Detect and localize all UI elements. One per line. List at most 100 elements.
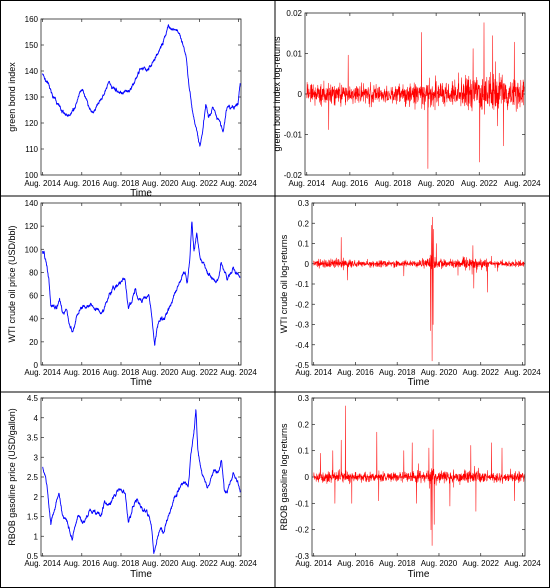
- x-axis-label: Time: [130, 188, 152, 199]
- y-axis-label: green bond index log-returns: [272, 36, 282, 152]
- x-tick-label: Aug. 2022: [181, 368, 218, 377]
- y-tick-label: 2: [34, 493, 39, 502]
- y-tick-label: 120: [25, 119, 39, 128]
- y-tick-label: 150: [25, 41, 39, 50]
- y-tick-label: 0.2: [298, 420, 310, 429]
- y-tick-label: 120: [25, 222, 39, 231]
- x-tick-label: Aug. 2024: [220, 179, 257, 188]
- x-tick-label: Aug. 2020: [142, 179, 179, 188]
- x-tick-label: Aug. 2020: [142, 368, 179, 377]
- y-tick-label: -0.02: [284, 171, 303, 180]
- y-tick-label: 0.01: [286, 50, 302, 59]
- x-tick-label: Aug. 2014: [24, 368, 61, 377]
- panel-green-bond-log-returns: -0.02 -0.01 0 0.01 0.02 Aug. 2014 Aug. 2016 Aug…: [272, 9, 541, 188]
- y-tick-label: 0: [298, 90, 303, 99]
- y-tick-label: 0.1: [298, 240, 310, 249]
- plot-area: [311, 202, 526, 366]
- x-tick-label: Aug. 2014: [24, 559, 61, 568]
- y-tick-label: -0.1: [295, 499, 309, 508]
- x-tick-label: Aug. 2018: [375, 179, 412, 188]
- x-tick-label: Aug. 2016: [64, 179, 101, 188]
- y-tick-label: 80: [29, 268, 38, 277]
- y-tick-label: 20: [29, 338, 38, 347]
- x-tick-label: Aug. 2024: [220, 368, 257, 377]
- y-tick-label: 1.5: [27, 513, 39, 522]
- y-tick-label: 160: [25, 15, 39, 24]
- y-tick-label: 100: [25, 245, 39, 254]
- x-axis-label: Time: [408, 569, 430, 580]
- plot-area: [40, 202, 242, 366]
- x-tick-label: Aug. 2022: [461, 179, 498, 188]
- x-axis-label: Time: [408, 377, 430, 388]
- series-line: [313, 216, 525, 362]
- x-tick-label: Aug. 2022: [462, 368, 499, 377]
- series-line: [42, 221, 241, 346]
- series-line: [42, 24, 241, 147]
- x-tick-label: Aug. 2024: [504, 368, 541, 377]
- x-tick-label: Aug. 2024: [504, 559, 541, 568]
- y-axis-label: WTI crude oil price (USD/bbl): [7, 225, 17, 342]
- y-tick-label: 0.5: [27, 552, 39, 561]
- x-tick-label: Aug. 2016: [337, 368, 374, 377]
- y-tick-label: 0.2: [298, 219, 310, 228]
- y-tick-label: 0.02: [286, 9, 302, 18]
- x-tick-label: Aug. 2016: [64, 368, 101, 377]
- x-tick-label: Aug. 2020: [142, 559, 179, 568]
- x-tick-label: Aug. 2014: [24, 179, 61, 188]
- x-tick-label: Aug. 2018: [103, 559, 140, 568]
- y-tick-label: -0.2: [295, 526, 309, 535]
- x-tick-label: Aug. 2018: [103, 179, 140, 188]
- y-tick-label: 100: [25, 171, 39, 180]
- x-tick-label: Aug. 2020: [421, 559, 458, 568]
- series-line: [42, 409, 241, 554]
- x-tick-label: Aug. 2016: [64, 559, 101, 568]
- y-tick-label: 2.5: [27, 473, 39, 482]
- y-tick-label: -0.2: [295, 300, 309, 309]
- y-tick-label: -0.01: [284, 131, 303, 140]
- y-tick-label: -0.1: [295, 280, 309, 289]
- y-tick-label: 0.3: [298, 199, 310, 208]
- x-tick-label: Aug. 2022: [181, 179, 218, 188]
- x-tick-label: Aug. 2020: [421, 368, 458, 377]
- y-tick-label: 110: [25, 145, 38, 154]
- y-tick-label: 140: [25, 199, 39, 208]
- y-tick-label: -0.3: [295, 321, 309, 330]
- x-tick-label: Aug. 2022: [181, 559, 218, 568]
- y-tick-label: 4.5: [27, 394, 39, 403]
- y-tick-label: 0: [34, 361, 39, 370]
- x-tick-label: Aug. 2016: [332, 179, 369, 188]
- y-axis-label: WTI crude oil log-returns: [279, 234, 289, 333]
- series-line: [306, 22, 525, 169]
- y-tick-label: 40: [29, 315, 38, 324]
- y-tick-label: 130: [25, 93, 39, 102]
- x-tick-label: Aug. 2014: [295, 559, 332, 568]
- y-tick-label: 4: [34, 414, 39, 423]
- y-tick-label: 3: [34, 453, 39, 462]
- x-tick-label: Aug. 2018: [379, 368, 416, 377]
- y-tick-label: 3.5: [27, 434, 39, 443]
- panel-wti-log-returns: -0.5 -0.4 -0.3 -0.2 -0.1 0 0.1 0.2 0.3 Aug. 2014 A…: [279, 199, 541, 388]
- y-tick-label: -0.3: [295, 552, 309, 561]
- y-tick-label: -0.5: [295, 361, 309, 370]
- x-tick-label: Aug. 2014: [288, 179, 325, 188]
- x-tick-label: Aug. 2018: [103, 368, 140, 377]
- y-tick-label: -0.4: [295, 341, 309, 350]
- y-tick-label: 1: [34, 532, 39, 541]
- x-tick-label: Aug. 2014: [295, 368, 332, 377]
- plot-area: [40, 18, 242, 176]
- y-axis-label: RBOB gasoline log-returns: [279, 423, 289, 531]
- y-axis-label: green bond index: [7, 62, 17, 132]
- x-tick-label: Aug. 2024: [220, 559, 257, 568]
- y-tick-label: 140: [25, 67, 39, 76]
- x-tick-label: Aug. 2018: [379, 559, 416, 568]
- panel-rbob-log-returns: -0.3 -0.2 -0.1 0 0.1 0.2 0.3 Aug. 2014 Aug. 2016…: [279, 394, 541, 580]
- x-tick-label: Aug. 2022: [462, 559, 499, 568]
- y-axis-label: RBOB gasoline price (USD/gallon): [7, 408, 17, 546]
- series-line: [313, 405, 525, 546]
- y-tick-label: 0: [305, 260, 310, 269]
- x-tick-label: Aug. 2020: [418, 179, 455, 188]
